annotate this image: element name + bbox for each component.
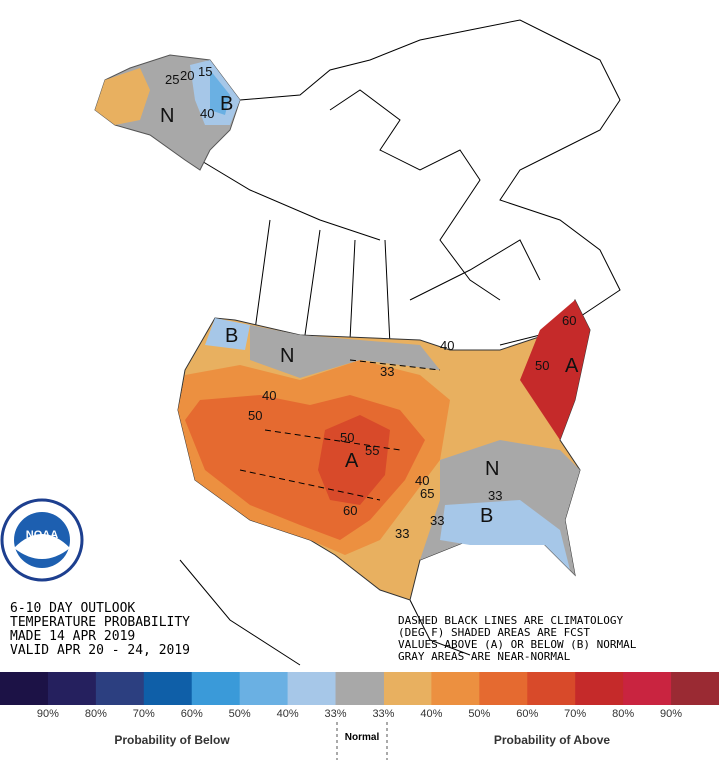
base-map [179, 19, 621, 666]
legend-swatch [143, 672, 193, 705]
map-label: 40 [200, 106, 214, 121]
map-label: 25 [165, 72, 179, 87]
alaska-below-40 [210, 70, 230, 115]
legend-swatch [575, 672, 624, 705]
map-label: 33 [395, 526, 409, 541]
map-label: N [280, 345, 294, 367]
map-label: 65 [420, 486, 434, 501]
ne-above-70 [520, 300, 590, 440]
map-label: 50 [248, 408, 262, 423]
legend-label: 60% [516, 708, 538, 720]
legend-label: 40% [277, 708, 299, 720]
legend-swatch [383, 672, 432, 705]
legend-label: 70% [133, 708, 155, 720]
legend-swatch [287, 672, 337, 705]
map-label: N [160, 105, 174, 127]
map-label: 55 [365, 443, 379, 458]
us-above-60 [318, 415, 390, 505]
map-label: A [565, 355, 579, 377]
map-label: 40 [262, 388, 276, 403]
map-label: 50 [340, 430, 354, 445]
legend-swatch [623, 672, 672, 705]
map-label: 33 [488, 488, 502, 503]
legend-below: Probability of Below [114, 733, 230, 747]
legend-label: 50% [468, 708, 490, 720]
map-label: B [220, 93, 233, 115]
legend-swatch [95, 672, 145, 705]
map-label: 15 [198, 64, 212, 79]
map-label: 20 [180, 68, 194, 83]
header-line: TEMPERATURE PROBABILITY [10, 615, 190, 630]
legend: 90% 80% 70% 60% 50% 40% 33% 33% 40% 50% 60% 70% 80% 9… [0, 672, 719, 720]
legend-swatch [479, 672, 528, 705]
north-normal [250, 325, 440, 378]
legend-swatch [0, 672, 49, 705]
map-labels: N B B N A N B A 33 40 50 60 50 55 65 33 … [160, 64, 579, 541]
legend-swatch [527, 672, 576, 705]
legend-label: 90% [37, 708, 59, 720]
legend-label: 60% [181, 708, 203, 720]
legend-swatch [431, 672, 480, 705]
map-label: 40 [415, 473, 429, 488]
map-label: 60 [343, 503, 357, 518]
map-label: 33 [430, 513, 444, 528]
note-line: (DEG F) SHADED AREAS ARE FCST [398, 626, 590, 639]
se-below [440, 500, 570, 570]
legend-label: 80% [612, 708, 634, 720]
map-label: N [485, 458, 499, 480]
climatology-line [239, 359, 441, 501]
legend-label: 50% [229, 708, 251, 720]
legend-label: 40% [420, 708, 442, 720]
legend-swatch [191, 672, 241, 705]
legend-label: 70% [564, 708, 586, 720]
legend-normal: Normal [345, 732, 380, 743]
map-label: 60 [562, 313, 576, 328]
header-line: 6-10 DAY OUTLOOK [10, 601, 135, 616]
map-label: 33 [380, 364, 394, 379]
legend-label: 90% [660, 708, 682, 720]
legend-swatch [671, 672, 719, 705]
header-line: MADE 14 APR 2019 [10, 629, 135, 644]
logo-text: NOAA [26, 529, 58, 541]
notes: DASHED BLACK LINES ARE CLIMATOLOGY (DEG … [398, 614, 637, 663]
note-line: GRAY AREAS ARE NEAR-NORMAL [398, 650, 571, 663]
header: 6-10 DAY OUTLOOK TEMPERATURE PROBABILITY… [10, 601, 190, 658]
legend-label: 80% [85, 708, 107, 720]
noaa-logo: NOAA [0, 498, 84, 582]
note-line: VALUES ABOVE (A) OR BELOW (B) NORMAL [398, 638, 637, 651]
map-label: A [345, 450, 359, 472]
header-line: VALID APR 20 - 24, 2019 [10, 643, 190, 658]
map-label: 50 [535, 358, 549, 373]
note-line: DASHED BLACK LINES ARE CLIMATOLOGY [398, 614, 624, 627]
legend-swatch [335, 672, 384, 705]
alaska-above [95, 68, 150, 125]
map-label: 40 [440, 338, 454, 353]
legend-label: 33% [372, 708, 394, 720]
legend-swatch [239, 672, 289, 705]
legend-swatch [47, 672, 97, 705]
nw-below [205, 318, 250, 350]
legend-label: 33% [325, 708, 347, 720]
legend-above: Probability of Above [494, 733, 611, 747]
map-label: B [480, 505, 493, 527]
map-label: B [225, 325, 238, 347]
